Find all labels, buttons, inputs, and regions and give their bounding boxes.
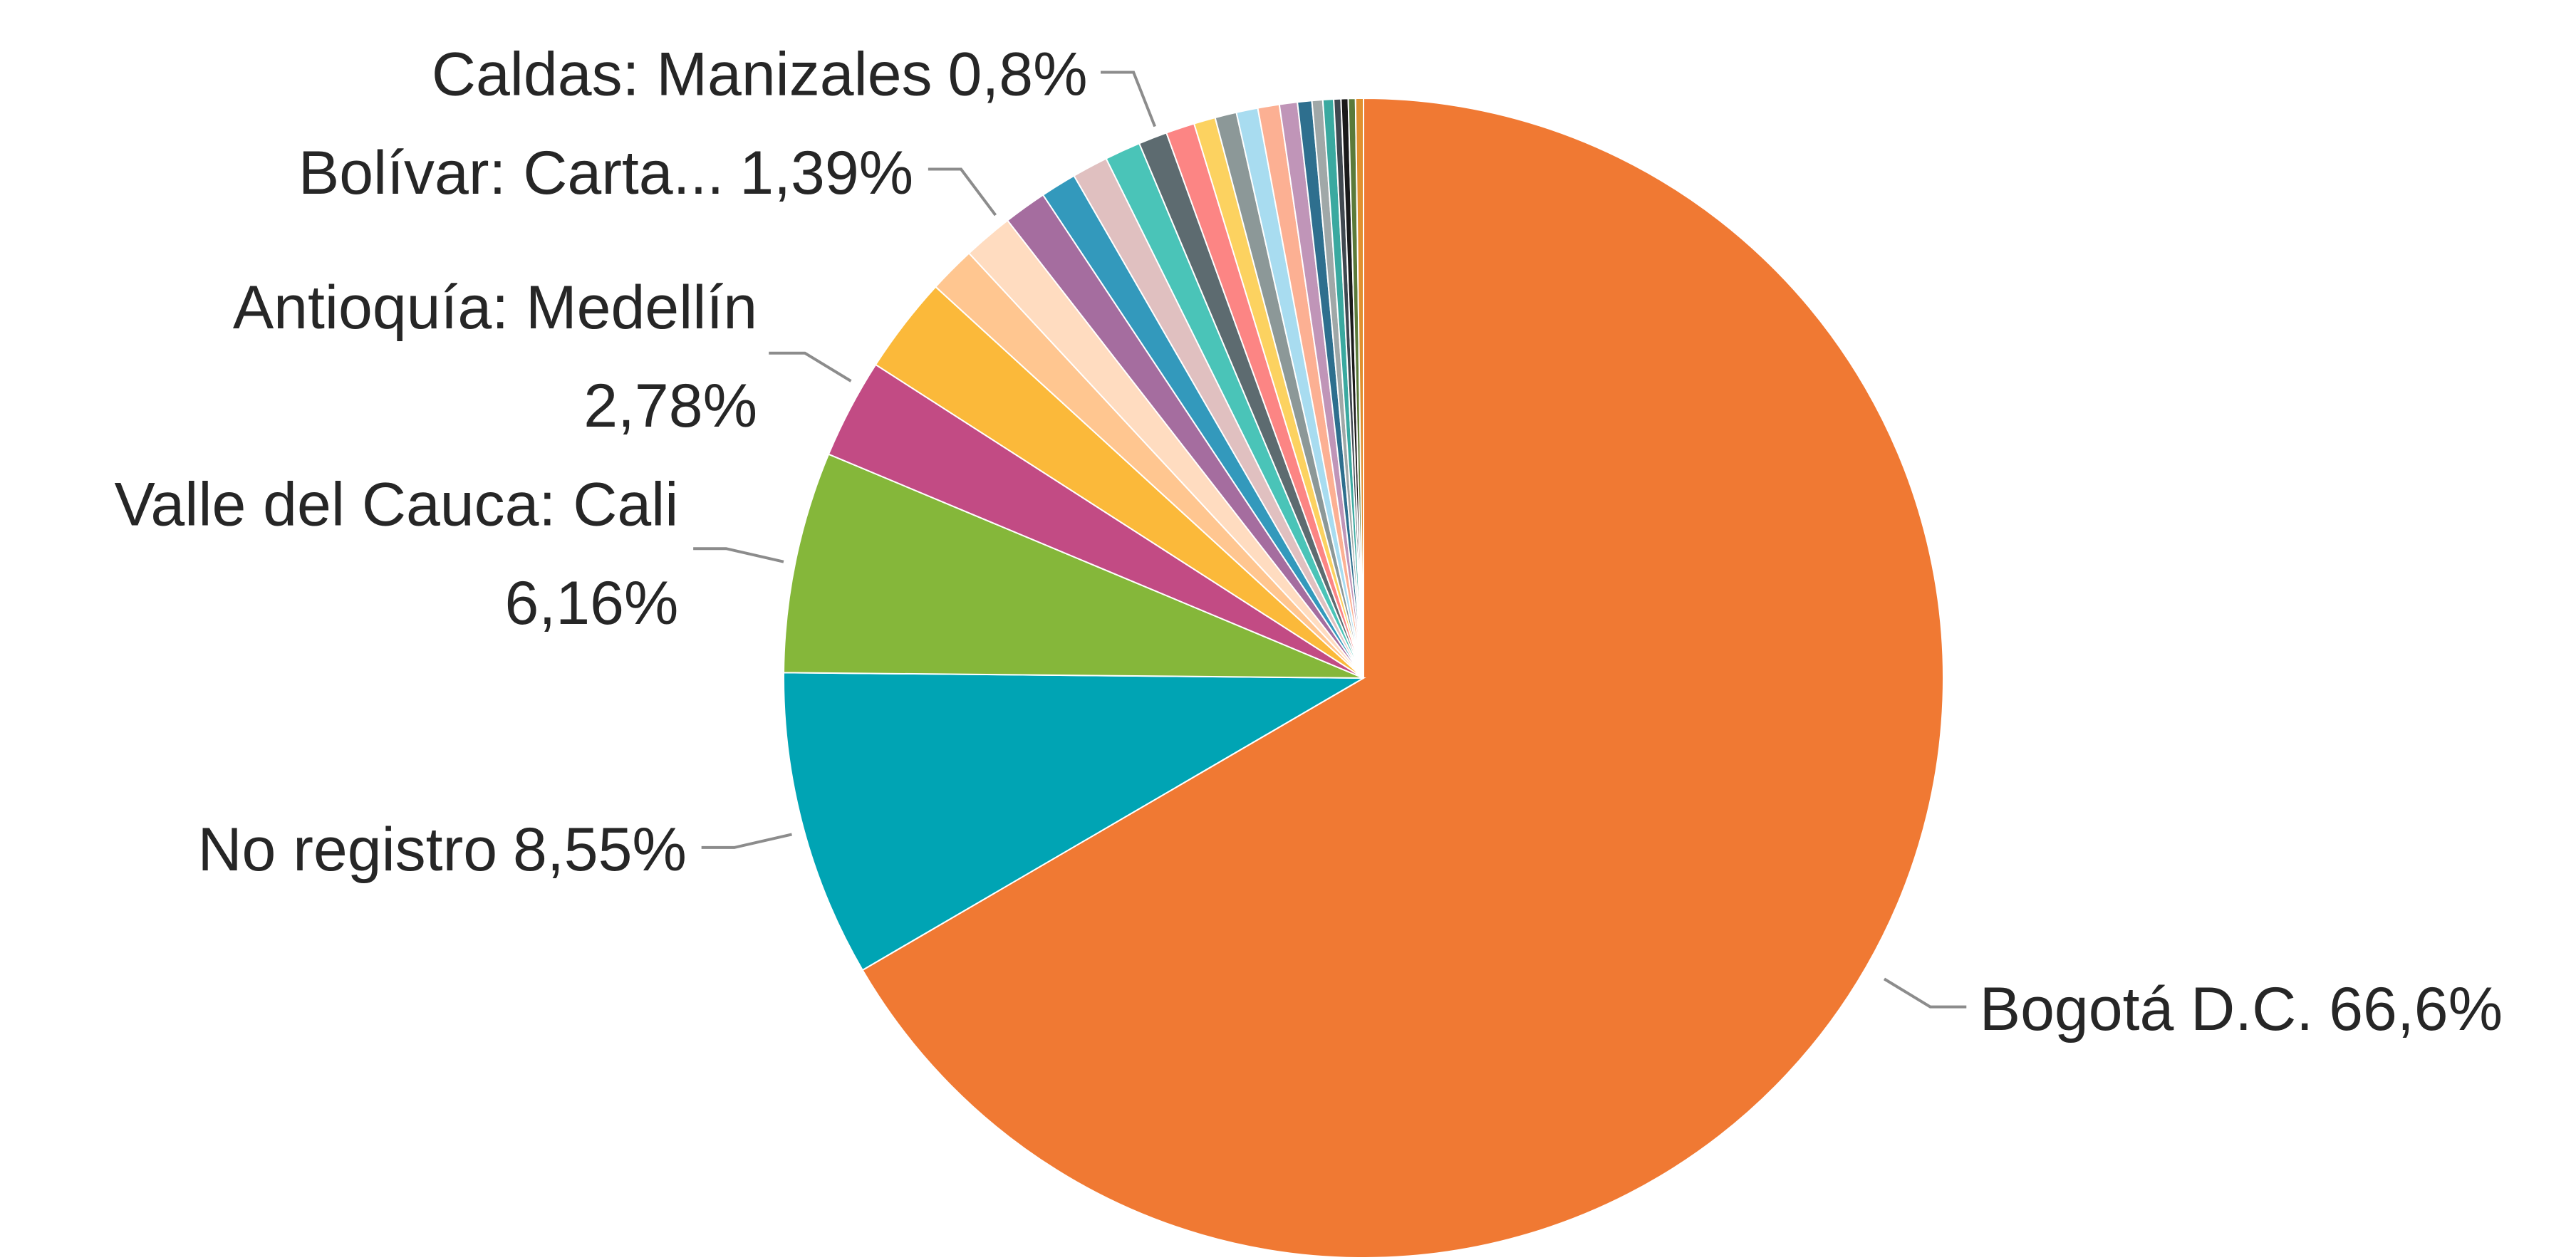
leader-line <box>769 351 852 382</box>
pie-slice <box>1354 97 1364 679</box>
value-label: 8,55% <box>513 816 687 884</box>
value-label: 0,8% <box>948 40 1088 108</box>
data-label: Bolívar: Carta... 1,39% <box>298 139 913 207</box>
leader-line <box>1883 977 1967 1009</box>
value-label: 2,78% <box>583 372 757 440</box>
category-label: Valle del Cauca: Cali <box>114 471 678 539</box>
pie-slice <box>783 453 1364 679</box>
data-label: Caldas: Manizales 0,8% <box>432 40 1088 108</box>
leader-line <box>693 547 784 563</box>
leader-line <box>701 833 792 849</box>
leader-line <box>1101 71 1156 127</box>
category-label: Caldas: Manizales <box>432 40 933 108</box>
value-label: 6,16% <box>505 569 679 637</box>
data-label: Bogotá D.C. 66,6% <box>1980 975 2503 1043</box>
value-label: 66,6% <box>2329 975 2503 1043</box>
value-label: 1,39% <box>739 139 913 207</box>
category-label: Bogotá D.C. <box>1980 975 2313 1043</box>
data-label: No registro 8,55% <box>197 816 686 884</box>
category-label: Antioquía: Medellín <box>233 274 757 342</box>
pie-slice <box>861 97 1945 1259</box>
category-label: No registro <box>197 816 497 884</box>
pie-slice <box>783 672 1366 972</box>
leader-line <box>928 167 997 217</box>
category-label: Bolívar: Carta... <box>298 139 724 207</box>
